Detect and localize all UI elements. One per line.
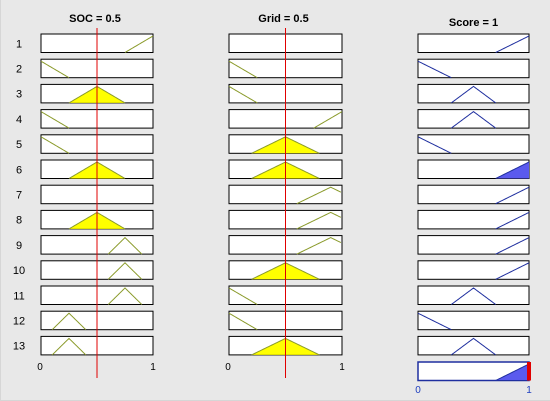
score-axis-max-label: 1 [526, 385, 532, 396]
grid-mf-curve [228, 312, 258, 331]
score-mf-curve [417, 60, 452, 79]
soc-mf-curve [124, 35, 154, 53]
score-mf-curve [495, 161, 530, 179]
score-mf-box[interactable] [417, 58, 530, 79]
grid-axis-max-label: 1 [339, 362, 345, 373]
score-mf-curve [495, 211, 530, 230]
rule-number: 7 [16, 189, 22, 201]
rule-number: 11 [13, 290, 24, 302]
grid-mf-curve [228, 60, 258, 79]
score-mf-box[interactable] [417, 260, 530, 280]
rule-row[interactable]: 2 [16, 58, 530, 79]
soc-axis-min-label: 0 [37, 362, 43, 373]
score-mf-curve [451, 287, 496, 305]
input-title-grid: Grid = 0.5 [258, 13, 308, 25]
score-mf-curve [451, 110, 496, 129]
aggregated-output [417, 361, 531, 382]
rule-row[interactable]: 5 [16, 134, 530, 154]
rule-row[interactable]: 8 [16, 209, 530, 230]
rule-row[interactable]: 6 [16, 159, 530, 179]
rule-row[interactable]: 1 [16, 33, 530, 53]
score-mf-curve [417, 136, 452, 154]
score-mf-box[interactable] [417, 335, 530, 356]
soc-mf-curve [40, 111, 70, 129]
score-mf-curve [451, 337, 496, 356]
rule-number: 2 [16, 63, 22, 75]
score-mf-box[interactable] [417, 134, 530, 154]
input-title-soc: SOC = 0.5 [69, 13, 121, 25]
aggregated-output-area [495, 363, 530, 381]
rule-number: 9 [16, 240, 22, 252]
score-mf-box[interactable] [417, 184, 530, 205]
score-mf-curve [495, 237, 530, 255]
rule-number: 12 [13, 315, 25, 327]
rule-row[interactable]: 7 [16, 184, 530, 205]
rule-row[interactable]: 12 [13, 310, 530, 331]
grid-axis-min-label: 0 [225, 362, 231, 373]
score-axis-min-label: 0 [415, 385, 421, 396]
score-mf-box[interactable] [417, 310, 530, 331]
score-mf-box[interactable] [417, 285, 530, 305]
rule-number: 3 [16, 89, 22, 101]
output-value-indicator [527, 362, 531, 381]
rule-row[interactable]: 10 [13, 260, 530, 280]
score-mf-box[interactable] [417, 33, 530, 53]
score-mf-box[interactable] [417, 83, 530, 104]
score-mf-box[interactable] [417, 109, 530, 129]
grid-mf-curve [296, 237, 342, 255]
soc-mf-curve [40, 60, 70, 79]
grid-mf-curve [296, 186, 342, 205]
score-mf-box[interactable] [417, 209, 530, 230]
rule-number: 10 [13, 265, 25, 277]
rule-number: 1 [16, 38, 22, 50]
score-mf-curve [495, 262, 530, 280]
soc-mf-curve [107, 262, 143, 280]
rule-row[interactable]: 13 [13, 335, 530, 356]
rule-row[interactable]: 11 [13, 285, 530, 305]
score-mf-curve [451, 85, 496, 104]
score-mf-curve [417, 312, 452, 331]
soc-mf-curve [107, 236, 143, 255]
soc-mf-curve [51, 312, 87, 331]
rule-number: 6 [16, 164, 22, 176]
soc-mf-curve [51, 337, 87, 356]
score-mf-box[interactable] [417, 235, 530, 255]
rule-number: 8 [16, 215, 22, 227]
soc-mf-curve [107, 287, 143, 305]
grid-mf-curve [228, 287, 258, 305]
output-title-score: Score = 1 [449, 17, 498, 29]
score-mf-curve [495, 186, 530, 205]
rule-number: 5 [16, 139, 22, 151]
rule-number: 4 [16, 114, 22, 126]
score-mf-curve [495, 35, 530, 53]
rule-row[interactable]: 3 [16, 83, 530, 104]
rule-row[interactable]: 4 [16, 109, 530, 129]
grid-mf-curve [313, 111, 343, 129]
rule-row[interactable]: 9 [16, 235, 530, 255]
soc-mf-curve [40, 136, 70, 154]
grid-mf-curve [228, 85, 258, 104]
soc-axis-max-label: 1 [150, 362, 156, 373]
rule-number: 13 [13, 341, 25, 353]
grid-mf-curve [296, 211, 342, 230]
